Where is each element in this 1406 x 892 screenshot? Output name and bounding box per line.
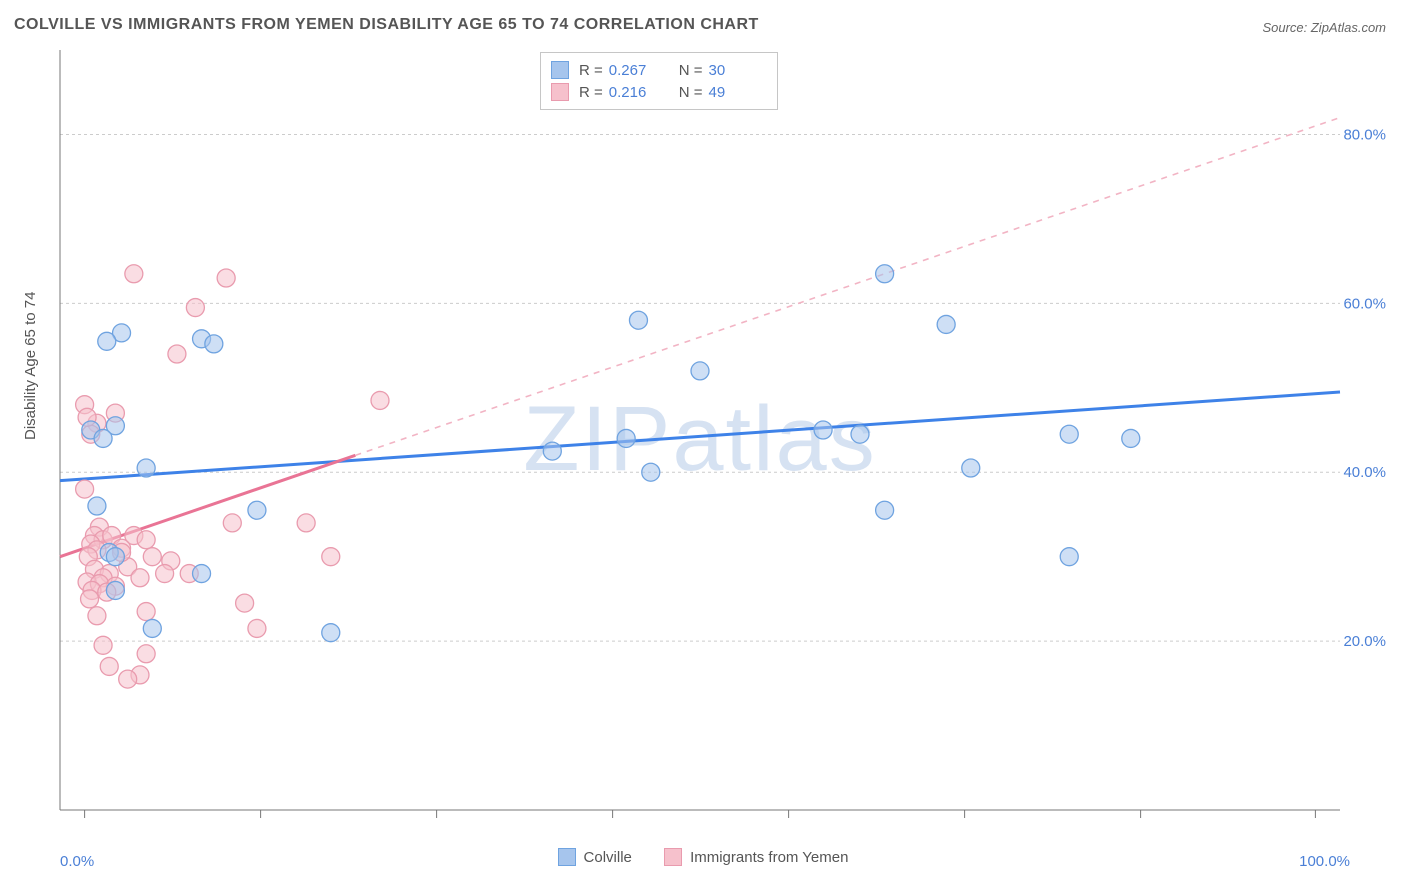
scatter-point (691, 362, 709, 380)
scatter-point (94, 429, 112, 447)
legend-item-blue: Colville (558, 848, 632, 866)
legend-r-label: R = (579, 62, 603, 79)
scatter-blue-group (82, 265, 1140, 642)
scatter-point (168, 345, 186, 363)
legend-swatch-blue (558, 848, 576, 866)
scatter-point (322, 624, 340, 642)
legend-n-label: N = (679, 62, 703, 79)
y-tick-labels: 20.0% 40.0% 60.0% 80.0% (1343, 126, 1386, 650)
scatter-point (76, 480, 94, 498)
legend-label-blue: Colville (584, 849, 632, 866)
scatter-point (876, 265, 894, 283)
legend-swatch-pink (551, 83, 569, 101)
scatter-point (94, 636, 112, 654)
scatter-point (248, 501, 266, 519)
legend-series-bottom: Colville Immigrants from Yemen (0, 848, 1406, 870)
legend-r-label: R = (579, 84, 603, 101)
scatter-point (88, 497, 106, 515)
x-ticks (85, 810, 1316, 818)
scatter-point (106, 548, 124, 566)
y-tick-label: 40.0% (1343, 464, 1386, 481)
legend-n-label: N = (679, 84, 703, 101)
scatter-point (125, 265, 143, 283)
scatter-point (193, 565, 211, 583)
chart-title: COLVILLE VS IMMIGRANTS FROM YEMEN DISABI… (14, 16, 759, 34)
scatter-point (88, 607, 106, 625)
scatter-point (119, 670, 137, 688)
source-attribution: Source: ZipAtlas.com (1262, 20, 1386, 35)
y-tick-label: 20.0% (1343, 633, 1386, 650)
scatter-point (205, 335, 223, 353)
scatter-point (1122, 429, 1140, 447)
scatter-point (962, 459, 980, 477)
scatter-point (937, 315, 955, 333)
scatter-point (143, 619, 161, 637)
scatter-point (186, 299, 204, 317)
legend-stats-box: R = 0.267 N = 30 R = 0.216 N = 49 (540, 52, 778, 110)
chart-plot-area: ZIPatlas 20.0%40.0%60.0%80.0% (60, 50, 1340, 810)
scatter-point (851, 425, 869, 443)
y-tick-label: 80.0% (1343, 126, 1386, 143)
scatter-point (137, 603, 155, 621)
scatter-point (223, 514, 241, 532)
legend-swatch-blue (551, 61, 569, 79)
scatter-point (629, 311, 647, 329)
scatter-point (1060, 548, 1078, 566)
scatter-point (297, 514, 315, 532)
scatter-point (137, 645, 155, 663)
scatter-point (217, 269, 235, 287)
trend-line-blue (60, 392, 1340, 481)
legend-n-value-pink: 49 (709, 84, 763, 101)
scatter-point (642, 463, 660, 481)
scatter-point (98, 332, 116, 350)
chart-svg: ZIPatlas 20.0%40.0%60.0%80.0% (60, 50, 1340, 810)
y-tick-label: 60.0% (1343, 295, 1386, 312)
y-axis-label: Disability Age 65 to 74 (22, 292, 39, 440)
scatter-point (876, 501, 894, 519)
legend-label-pink: Immigrants from Yemen (690, 849, 848, 866)
scatter-point (131, 569, 149, 587)
scatter-point (248, 619, 266, 637)
scatter-point (371, 391, 389, 409)
scatter-point (106, 581, 124, 599)
legend-r-value-blue: 0.267 (609, 62, 663, 79)
legend-n-value-blue: 30 (709, 62, 763, 79)
legend-item-pink: Immigrants from Yemen (664, 848, 848, 866)
scatter-point (617, 429, 635, 447)
scatter-point (814, 421, 832, 439)
legend-stats-row-blue: R = 0.267 N = 30 (551, 59, 763, 81)
legend-r-value-pink: 0.216 (609, 84, 663, 101)
scatter-point (322, 548, 340, 566)
legend-swatch-pink (664, 848, 682, 866)
scatter-point (236, 594, 254, 612)
grid-horizontal (60, 134, 1340, 641)
scatter-point (137, 459, 155, 477)
scatter-point (81, 590, 99, 608)
legend-stats-row-pink: R = 0.216 N = 49 (551, 81, 763, 103)
scatter-point (137, 531, 155, 549)
scatter-point (143, 548, 161, 566)
scatter-point (543, 442, 561, 460)
scatter-point (100, 657, 118, 675)
scatter-point (156, 565, 174, 583)
trend-line-pink-dashed (355, 118, 1340, 456)
scatter-point (1060, 425, 1078, 443)
